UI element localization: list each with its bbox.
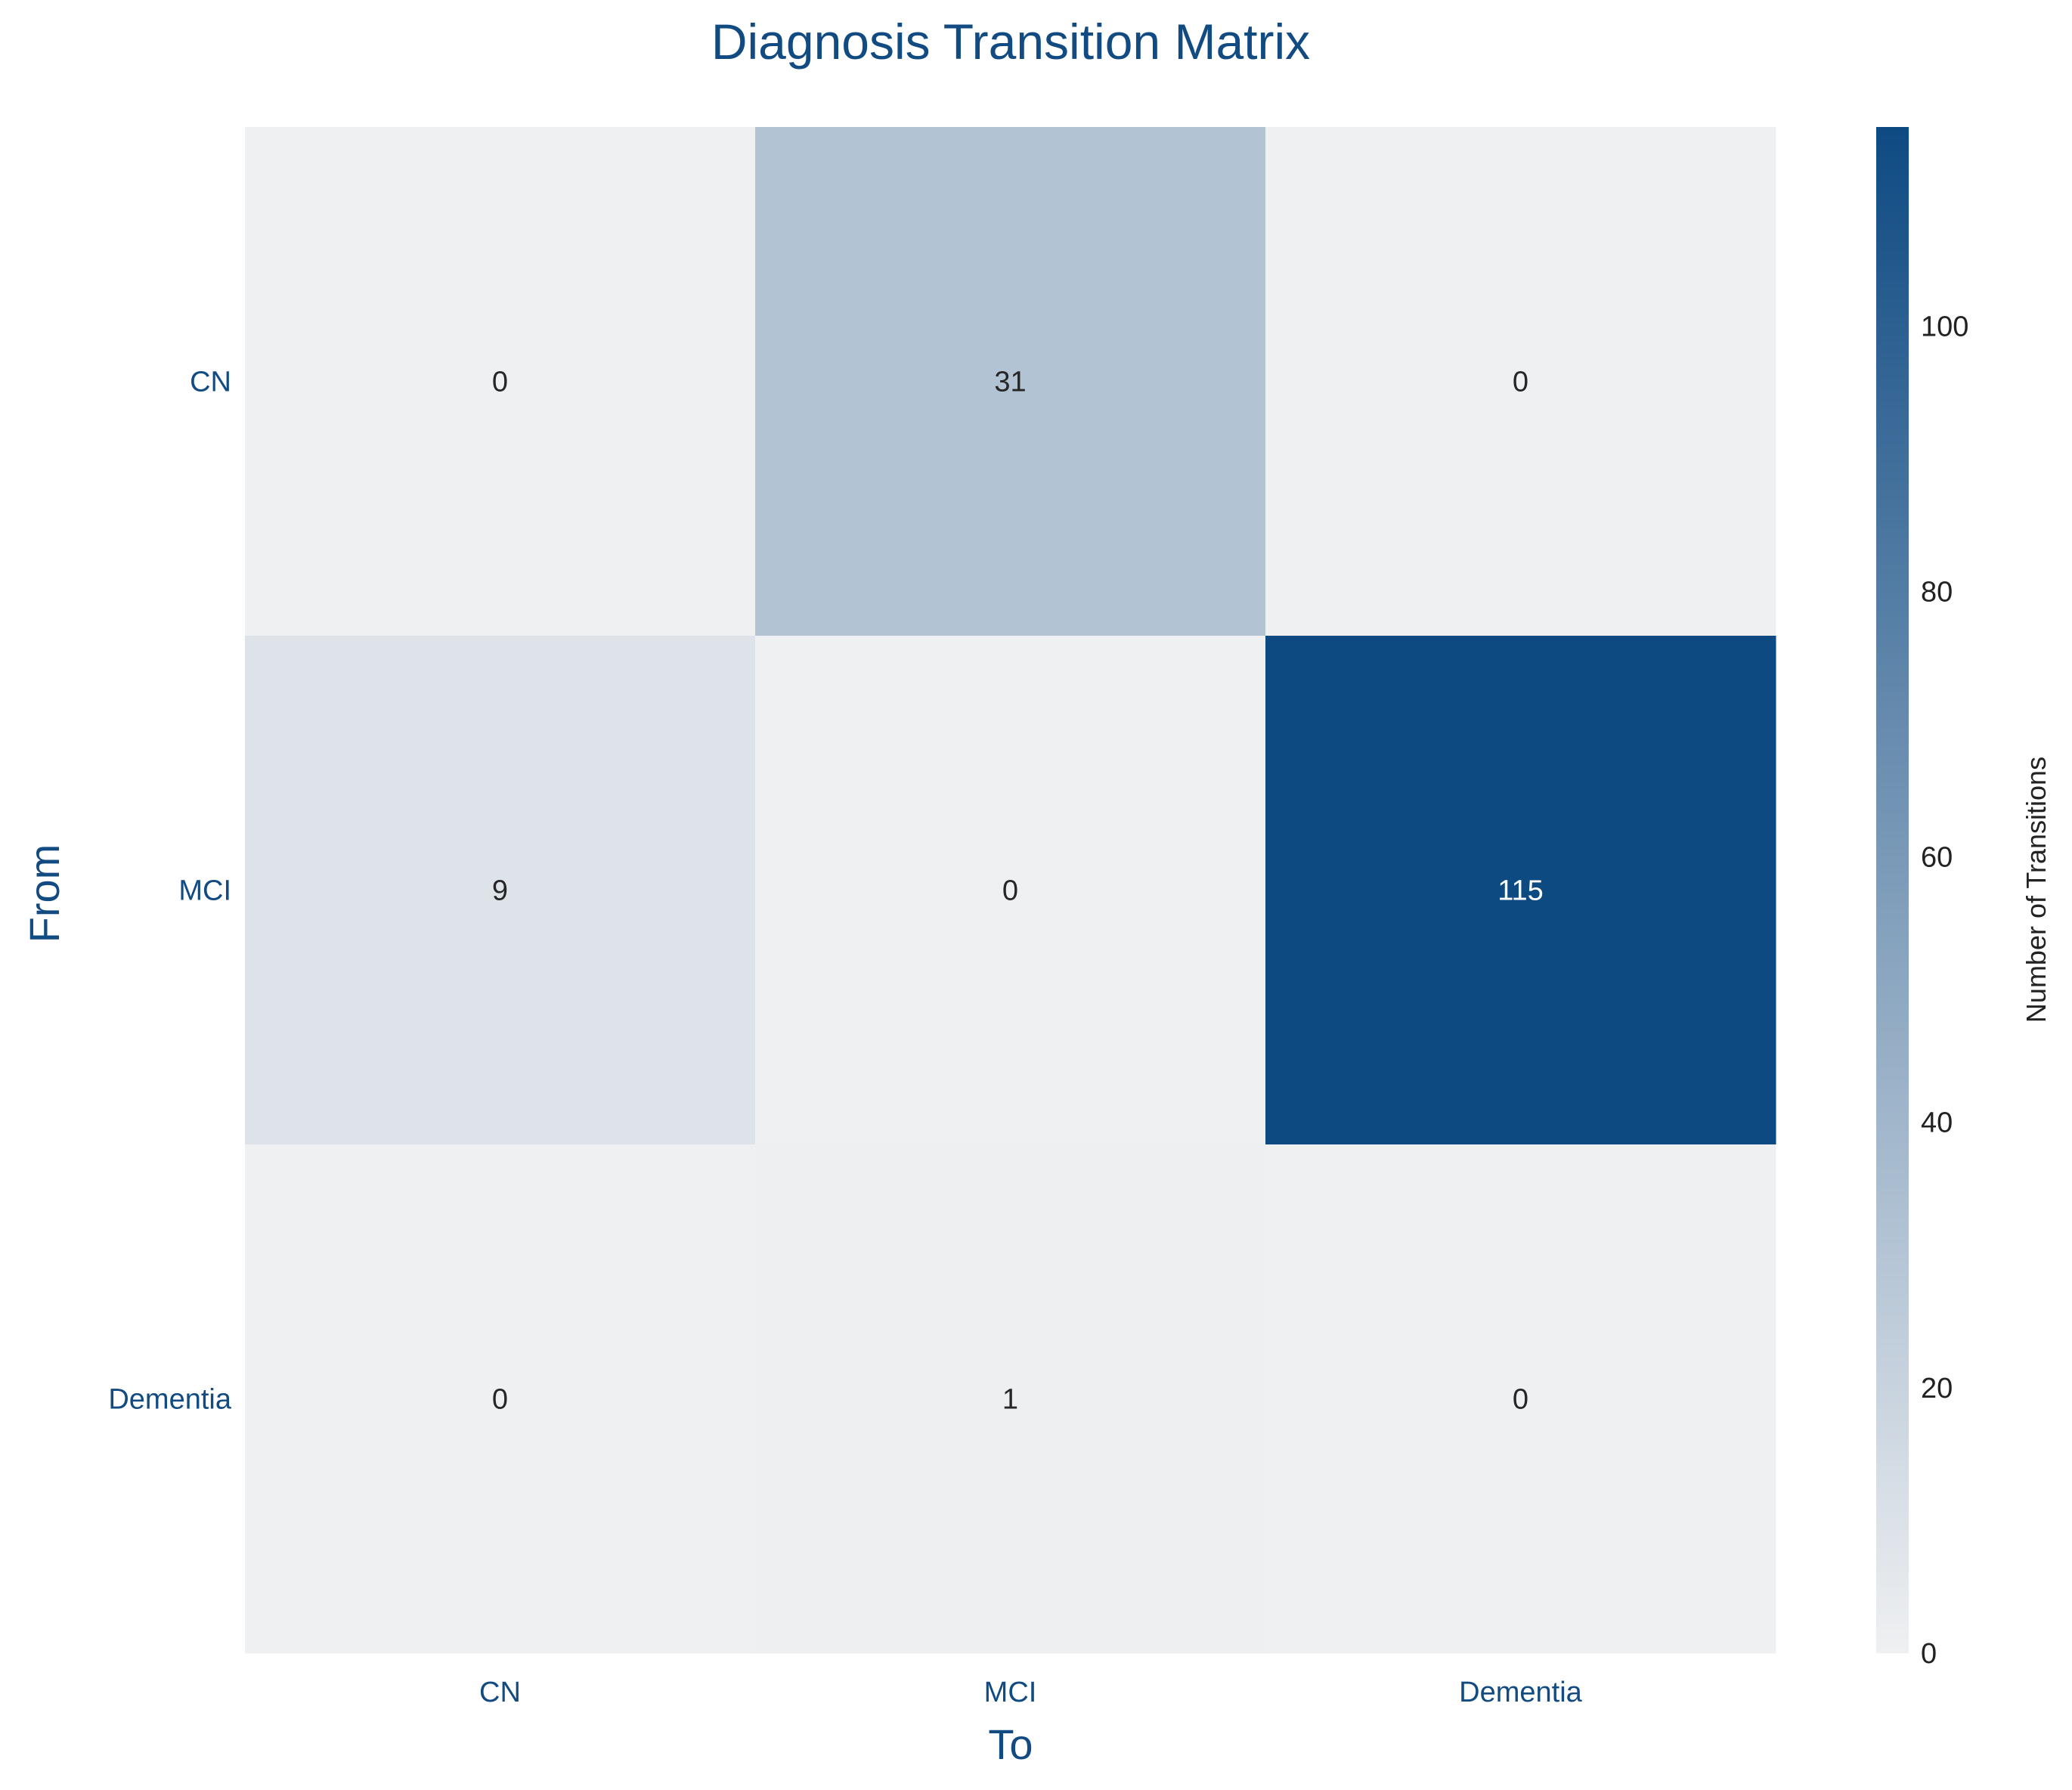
heatmap-cell	[245, 1144, 756, 1654]
colorbar-tick-label: 20	[1921, 1373, 1953, 1404]
colorbar-tick-label: 100	[1921, 311, 1968, 342]
heatmap-cell	[1265, 1144, 1776, 1654]
colorbar-tick-label: 0	[1921, 1638, 1937, 1670]
heatmap-cell	[1265, 127, 1776, 636]
x-axis-tick-labels: CN MCI Dementia	[479, 1677, 1583, 1708]
x-tick-label: CN	[479, 1677, 521, 1708]
heatmap-cell	[245, 636, 756, 1145]
y-tick-label: CN	[190, 367, 231, 398]
heatmap-cell	[755, 127, 1266, 636]
colorbar-tick-label: 60	[1921, 842, 1953, 874]
heatmap-cell	[755, 636, 1266, 1145]
heatmap-cell-label: 9	[492, 875, 508, 907]
heatmap-cell-label: 0	[492, 367, 508, 398]
colorbar-label: Number of Transitions	[2021, 757, 2052, 1023]
heatmap-cell	[755, 1144, 1266, 1654]
y-axis-tick-labels: CN MCI Dementia	[108, 367, 231, 1416]
heatmap-cell-label: 0	[1002, 875, 1018, 907]
x-axis-label: To	[988, 1720, 1033, 1768]
heatmap-cell-label: 1	[1002, 1384, 1018, 1416]
heatmap-cell-label: 31	[994, 367, 1026, 398]
x-tick-label: MCI	[984, 1677, 1037, 1708]
heatmap-cell-label: 0	[1513, 1384, 1528, 1416]
heatmap-cell	[1265, 636, 1776, 1145]
heatmap-cell	[245, 127, 756, 636]
y-tick-label: MCI	[178, 875, 231, 907]
y-axis-label: From	[20, 844, 68, 943]
colorbar-tick-label: 80	[1921, 576, 1953, 608]
y-tick-label: Dementia	[108, 1384, 231, 1416]
colorbar-ticks: 0 20 40 60 80 100	[1921, 311, 1968, 1670]
heatmap-cells	[245, 127, 1776, 1654]
heatmap-cell-label: 0	[1513, 367, 1528, 398]
heatmap-cell-label: 115	[1497, 875, 1544, 907]
x-tick-label: Dementia	[1459, 1677, 1582, 1708]
heatmap-cell-label: 0	[492, 1384, 508, 1416]
heatmap-cell-labels: 0 31 0 9 0 115 0 1 0	[492, 367, 1544, 1416]
chart-title: Diagnosis Transition Matrix	[711, 14, 1310, 70]
colorbar-tick-label: 40	[1921, 1107, 1953, 1139]
colorbar	[1876, 127, 1909, 1653]
